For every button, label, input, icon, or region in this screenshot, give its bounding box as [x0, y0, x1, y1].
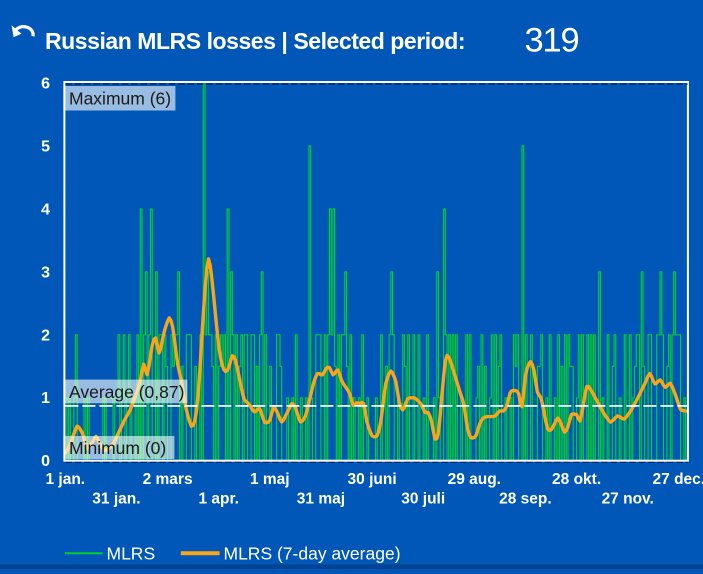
svg-text:31 jan.: 31 jan. [92, 491, 140, 508]
svg-text:2 mars: 2 mars [143, 471, 193, 488]
svg-text:3: 3 [41, 264, 50, 281]
svg-text:27 nov.: 27 nov. [602, 491, 654, 508]
svg-text:1 jan.: 1 jan. [45, 471, 85, 488]
svg-text:30 juni: 30 juni [348, 471, 397, 488]
svg-text:4: 4 [41, 201, 50, 218]
svg-text:0: 0 [41, 453, 50, 470]
svg-text:MLRS: MLRS [107, 544, 156, 564]
svg-text:319: 319 [525, 22, 579, 60]
svg-text:27 dec.: 27 dec. [653, 471, 703, 488]
svg-text:Average (0,87): Average (0,87) [69, 382, 184, 402]
svg-text:5: 5 [41, 138, 50, 155]
svg-text:28 okt.: 28 okt. [552, 471, 601, 488]
svg-text:Russian MLRS losses | Selected: Russian MLRS losses | Selected period: [45, 28, 465, 54]
svg-text:29 aug.: 29 aug. [448, 471, 501, 488]
svg-text:6: 6 [41, 76, 50, 93]
svg-text:2: 2 [41, 327, 50, 344]
svg-text:MLRS (7-day average): MLRS (7-day average) [224, 544, 401, 564]
svg-text:31 maj: 31 maj [297, 491, 345, 508]
svg-text:Maximum (6): Maximum (6) [69, 89, 171, 109]
svg-text:28 sep.: 28 sep. [499, 491, 552, 508]
svg-text:1 maj: 1 maj [250, 471, 290, 488]
svg-text:1 apr.: 1 apr. [198, 491, 239, 508]
svg-text:Minimum (0): Minimum (0) [69, 438, 166, 458]
svg-text:30 juli: 30 juli [401, 491, 445, 508]
svg-text:1: 1 [41, 390, 50, 407]
